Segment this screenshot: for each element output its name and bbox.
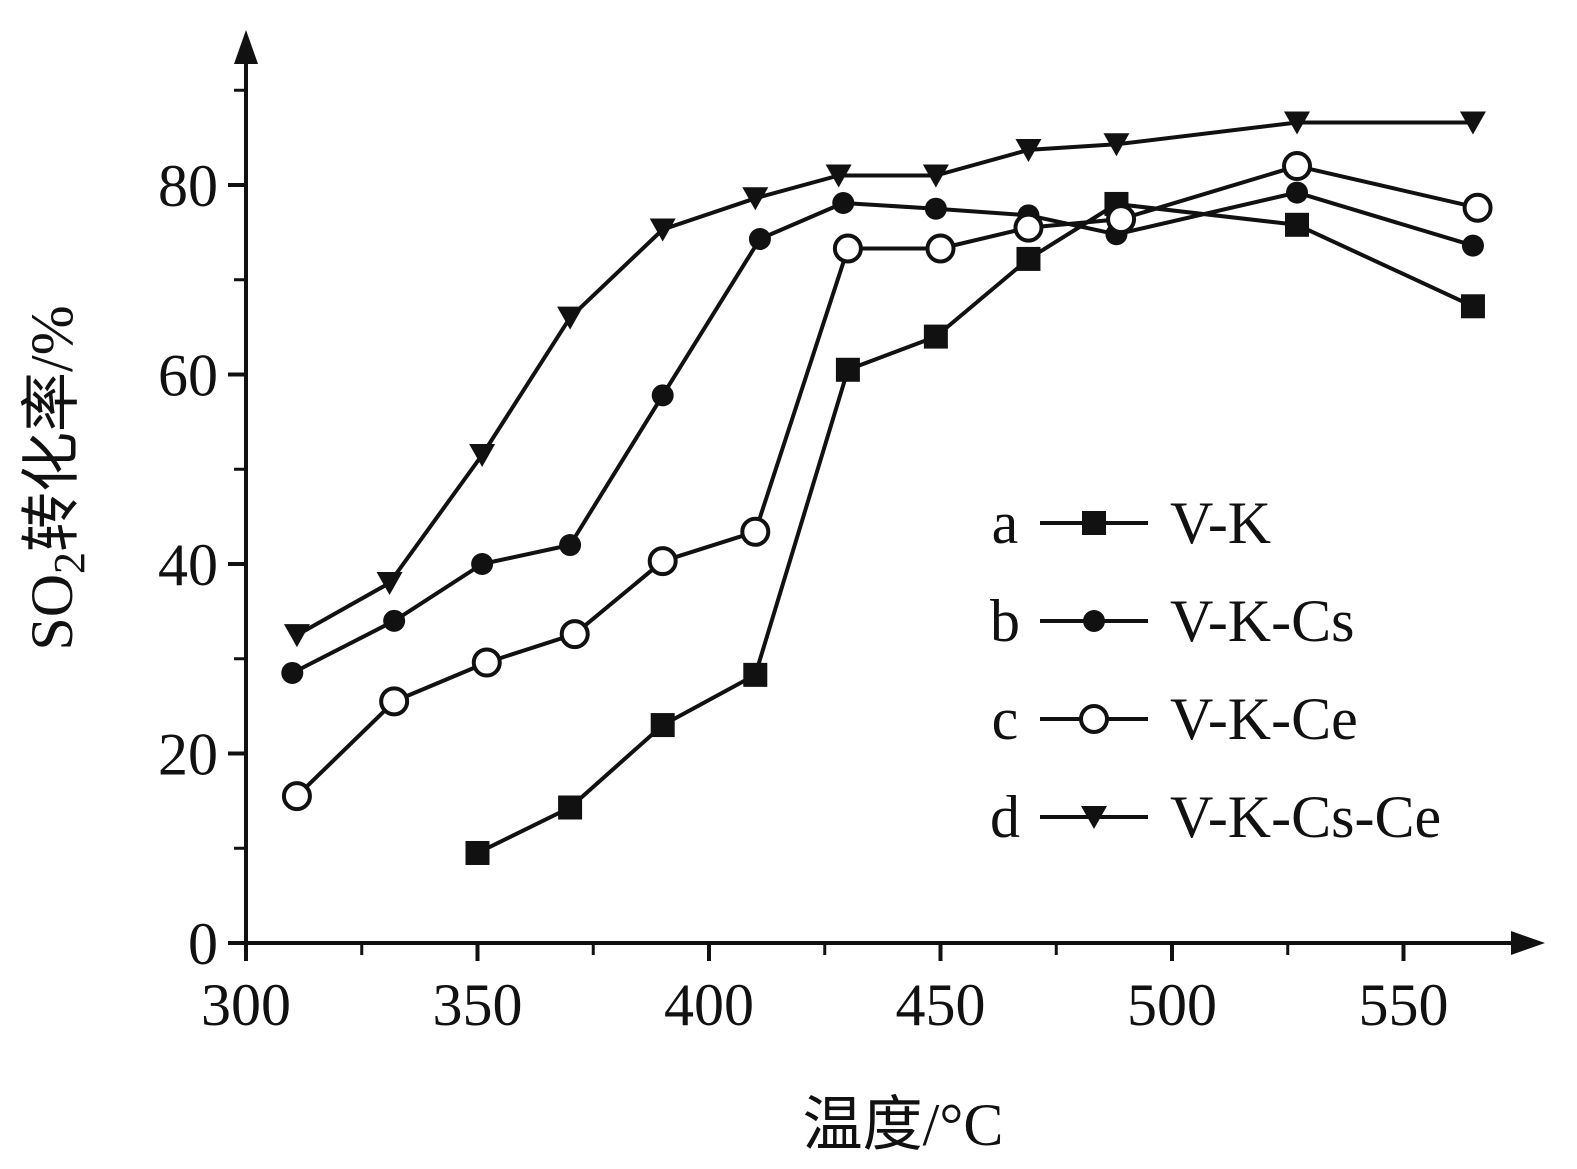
y-axis-title-subscript: 2: [45, 552, 94, 574]
data-point-b: [651, 384, 674, 407]
y-tick-label: 60: [158, 343, 218, 409]
data-point-a: [923, 324, 948, 349]
data-point-a: [558, 795, 583, 820]
data-point-d: [469, 444, 496, 468]
x-tick-label: 500: [1127, 972, 1217, 1038]
series-line-c: [295, 164, 1479, 798]
y-axis-title-main: SO: [19, 574, 85, 651]
data-point-d: [1284, 111, 1311, 135]
data-point-c: [559, 619, 590, 650]
y-axis-arrow: [234, 30, 258, 64]
data-point-b: [924, 197, 947, 220]
data-point-c: [647, 546, 678, 577]
data-point-a: [835, 357, 860, 382]
x-tick-label: 300: [201, 972, 291, 1038]
x-axis-title: 温度/°C: [803, 1092, 1004, 1158]
legend-label-a: V-K: [1170, 490, 1271, 556]
data-point-b: [748, 228, 771, 251]
data-point-d: [1015, 138, 1042, 162]
legend-key-a: a: [992, 490, 1019, 556]
y-axis-title-rest: 转化率/%: [19, 305, 85, 552]
x-tick-label: 350: [433, 972, 523, 1038]
data-point-c: [1462, 192, 1493, 223]
data-point-a: [465, 840, 490, 865]
data-point-c: [832, 233, 863, 264]
series-line-a: [476, 202, 1474, 855]
data-point-c: [1013, 212, 1044, 243]
data-point-c: [471, 647, 502, 678]
data-point-a: [1016, 246, 1041, 271]
legend-marker-b: [1083, 610, 1105, 632]
y-tick-label: 80: [158, 153, 218, 219]
y-tick-label: 40: [158, 532, 218, 598]
data-point-a: [1460, 294, 1485, 319]
y-tick-label: 0: [188, 911, 218, 977]
data-point-d: [376, 571, 403, 595]
data-point-d: [1459, 111, 1486, 135]
data-point-c: [1106, 204, 1137, 235]
data-point-a: [1285, 212, 1310, 237]
data-point-d: [557, 306, 584, 330]
data-point-b: [832, 192, 855, 215]
data-point-b: [1286, 181, 1309, 204]
data-point-c: [740, 516, 771, 547]
x-axis-arrow: [1511, 931, 1545, 955]
data-point-b: [1461, 234, 1484, 257]
data-point-d: [649, 218, 676, 242]
x-tick-label: 550: [1359, 972, 1449, 1038]
x-tick-label: 400: [664, 972, 754, 1038]
data-point-c: [281, 781, 312, 812]
axes: 300 350 400 450 500 550 0 20 40 60 80: [158, 30, 1545, 1038]
data-point-d: [742, 187, 769, 211]
data-point-d: [825, 164, 852, 188]
series-line-d: [295, 120, 1473, 637]
legend-label-d: V-K-Cs-Ce: [1170, 784, 1441, 850]
legend-marker-c: [1079, 704, 1109, 734]
legend-marker-d: [1081, 806, 1107, 829]
y-tick-label: 20: [158, 722, 218, 788]
data-point-c: [925, 233, 956, 264]
data-point-a: [743, 662, 768, 687]
data-point-b: [471, 553, 494, 575]
legend: a V-K b V-K-Cs c V-K-Ce d V-K-Cs-Ce: [990, 490, 1441, 850]
data-point-d: [283, 624, 310, 648]
series-lines: [291, 120, 1479, 855]
data-point-c: [379, 686, 410, 717]
series-line-b: [291, 190, 1474, 675]
data-point-d: [1103, 133, 1130, 157]
data-point-a: [650, 713, 675, 738]
data-point-b: [383, 609, 406, 632]
legend-label-c: V-K-Ce: [1170, 686, 1358, 752]
legend-label-b: V-K-Cs: [1170, 588, 1354, 654]
legend-marker-a: [1082, 511, 1106, 535]
legend-key-d: d: [990, 784, 1020, 850]
x-tick-label: 450: [896, 972, 986, 1038]
series-markers: [281, 111, 1493, 865]
data-point-b: [559, 534, 582, 557]
data-point-b: [281, 661, 304, 684]
legend-key-c: c: [992, 686, 1019, 752]
data-point-d: [922, 164, 949, 188]
y-axis-title: SO2转化率/%: [19, 305, 94, 650]
data-point-c: [1282, 151, 1313, 182]
legend-key-b: b: [990, 588, 1020, 654]
